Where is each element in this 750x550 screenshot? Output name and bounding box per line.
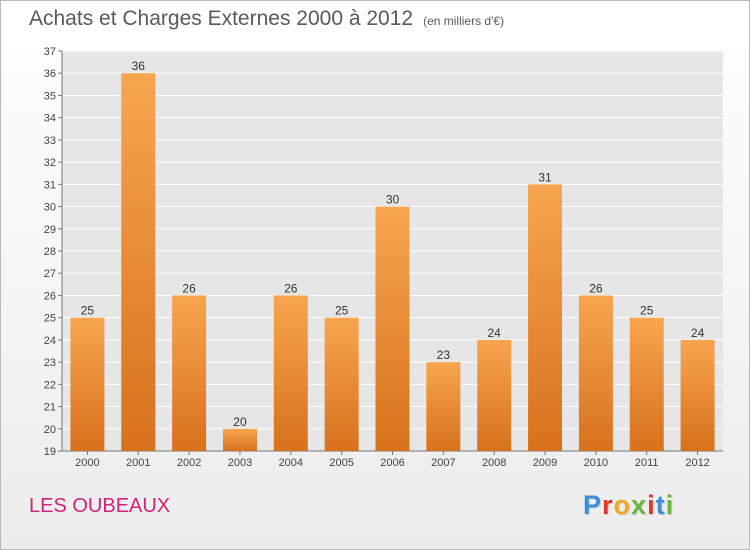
bar-2006: [375, 206, 410, 451]
y-tick-label: 25: [44, 313, 56, 325]
x-tick-label-2007: 2007: [431, 457, 455, 469]
x-tick-label-2006: 2006: [380, 457, 404, 469]
y-tick-label: 37: [44, 46, 56, 58]
x-tick-label-2011: 2011: [635, 457, 659, 469]
x-tick-label-2003: 2003: [228, 457, 252, 469]
chart-subtitle: (en milliers d'€): [423, 14, 505, 28]
y-tick-label: 27: [44, 268, 56, 280]
y-tick-label: 21: [44, 402, 56, 414]
data-label-2002: 26: [182, 281, 196, 295]
bar-2007: [426, 362, 461, 451]
y-tick-label: 26: [44, 290, 56, 302]
y-tick-label: 24: [44, 335, 56, 347]
y-tick-label: 30: [44, 202, 56, 214]
x-tick-label-2005: 2005: [329, 457, 353, 469]
chart-title: Achats et Charges Externes 2000 à 2012 (e…: [29, 7, 504, 31]
x-tick-label-2012: 2012: [685, 457, 709, 469]
x-tick-label-2002: 2002: [177, 457, 201, 469]
bar-2010: [578, 295, 613, 451]
data-label-2010: 26: [589, 281, 603, 295]
chart-title-text: Achats et Charges Externes 2000 à 2012: [29, 7, 414, 30]
y-tick-label: 22: [44, 379, 56, 391]
y-tick-label: 31: [44, 179, 56, 191]
x-tick-label-2004: 2004: [279, 457, 303, 469]
y-tick-label: 19: [44, 446, 56, 458]
y-tick-label: 29: [44, 224, 56, 236]
logo-letter: i: [647, 490, 656, 520]
bar-2005: [324, 317, 359, 451]
data-label-2004: 26: [284, 281, 298, 295]
x-tick-label-2001: 2001: [126, 457, 150, 469]
bar-2001: [121, 73, 156, 451]
data-label-2012: 24: [691, 326, 705, 340]
y-tick-label: 20: [44, 424, 56, 436]
y-tick-label: 28: [44, 246, 56, 258]
bar-2000: [70, 317, 105, 451]
x-tick-label-2009: 2009: [533, 457, 557, 469]
data-label-2000: 25: [81, 304, 95, 318]
bar-2003: [222, 428, 257, 451]
bar-2009: [528, 184, 563, 452]
commune-name: LES OUBEAUX: [29, 495, 171, 517]
bar-2002: [172, 295, 207, 451]
logo-letter: t: [655, 490, 666, 520]
data-label-2007: 23: [437, 348, 451, 362]
data-label-2006: 30: [386, 193, 400, 207]
y-tick-label: 34: [44, 113, 56, 125]
y-tick-label: 33: [44, 135, 56, 147]
logo-letter: x: [631, 490, 648, 520]
bar-2004: [273, 295, 308, 451]
bar-2011: [629, 317, 664, 451]
data-label-2008: 24: [488, 326, 502, 340]
bar-2012: [680, 339, 715, 451]
logo-letter: o: [613, 490, 632, 520]
y-tick-label: 35: [44, 90, 56, 102]
x-tick-label-2008: 2008: [482, 457, 506, 469]
logo-letter: i: [665, 490, 675, 520]
data-label-2005: 25: [335, 304, 349, 318]
data-label-2009: 31: [538, 170, 552, 184]
logo-letter: r: [602, 490, 614, 520]
logo-letter: P: [583, 490, 603, 520]
y-tick-label: 32: [44, 157, 56, 169]
y-tick-label: 23: [44, 357, 56, 369]
bar-2008: [477, 339, 512, 451]
data-label-2011: 25: [640, 304, 654, 318]
y-tick-label: 36: [44, 68, 56, 80]
proxiti-logo: Proxiti: [583, 490, 674, 521]
data-label-2003: 20: [233, 415, 247, 429]
x-tick-label-2000: 2000: [75, 457, 99, 469]
x-tick-label-2010: 2010: [584, 457, 608, 469]
data-label-2001: 36: [132, 59, 146, 73]
